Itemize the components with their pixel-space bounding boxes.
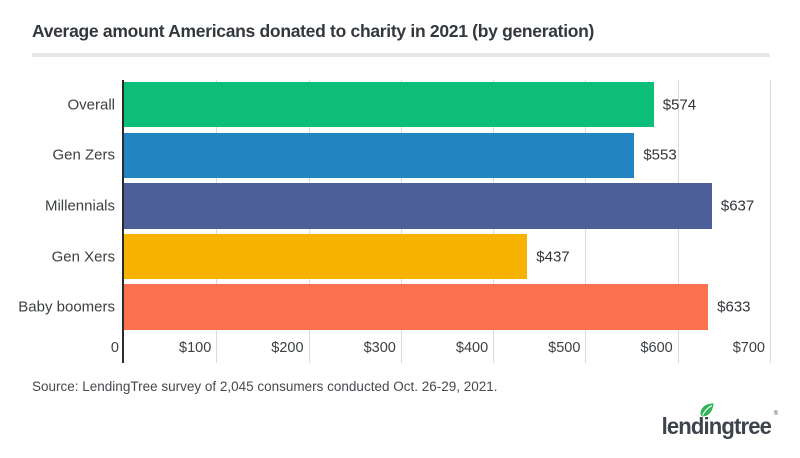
x-tick-label: $100 xyxy=(179,340,212,356)
category-label: Gen Zers xyxy=(52,146,115,164)
x-tick-label: $300 xyxy=(363,340,396,356)
x-tick-label: $600 xyxy=(640,340,673,356)
y-axis-line xyxy=(121,80,124,363)
y-axis-labels: Overall Gen Zers Millennials Gen Xers Baby b… xyxy=(0,80,115,363)
category-label: Baby boomers xyxy=(18,298,115,316)
logo-text: lendingtree xyxy=(661,413,772,439)
x-tick-label: $200 xyxy=(271,340,304,356)
bar-value-label: $637 xyxy=(720,197,755,215)
bar-baby-boomers xyxy=(124,284,709,330)
x-tick-label: 0 xyxy=(110,340,119,356)
x-tick-label: $500 xyxy=(548,340,581,356)
registered-mark: ® xyxy=(773,411,778,417)
source-note: Source: LendingTree survey of 2,045 cons… xyxy=(32,379,498,394)
bar-overall xyxy=(124,82,654,128)
category-label: Millennials xyxy=(44,197,115,215)
bar-gen-xers xyxy=(124,233,528,280)
bar-value-label: $574 xyxy=(662,96,697,114)
title-divider xyxy=(32,53,770,57)
category-label: Overall xyxy=(67,96,115,114)
lendingtree-logo: lendingtree ® xyxy=(657,403,778,440)
gridline xyxy=(770,80,771,363)
bar-value-label: $437 xyxy=(536,248,570,265)
chart-title: Average amount Americans donated to char… xyxy=(32,21,595,41)
leaf-icon xyxy=(700,403,714,417)
x-tick-label: $700 xyxy=(732,340,765,356)
x-tick-label: $400 xyxy=(455,340,489,356)
category-label: Gen Xers xyxy=(51,248,115,265)
bar-gen-zers xyxy=(124,132,635,178)
bar-millennials xyxy=(124,183,712,229)
bar-value-label: $553 xyxy=(643,146,677,164)
bar-value-label: $633 xyxy=(717,298,751,316)
plot-area: 0 $100 $200 $300 $400 $500 $600 $700 $574 $553 $63… xyxy=(111,80,771,363)
